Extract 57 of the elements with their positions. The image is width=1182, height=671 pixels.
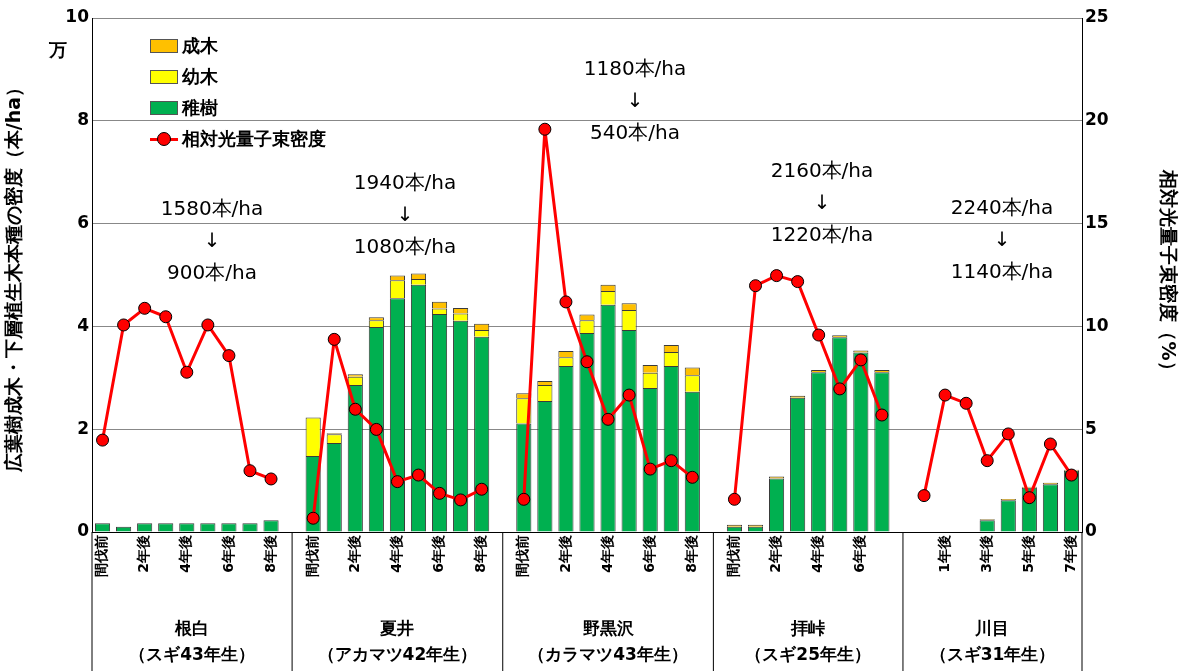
x-tick-label: 6年後 — [219, 535, 236, 573]
y-tick-label: 10 — [65, 6, 90, 27]
annotation: 1940本/ha ↓ 1080本/ha — [353, 170, 457, 259]
x-tick-label: 間伐前 — [514, 535, 531, 577]
text: 拝峠 — [790, 617, 826, 638]
annotation: 2240本/ha ↓ 1140本/ha — [950, 195, 1054, 284]
y2-tick-label: 25 — [1085, 6, 1109, 27]
annotation: 1180本/ha ↓ 540本/ha — [583, 56, 687, 145]
text: （アカマツ42年生） — [317, 643, 478, 664]
y2-axis-title: 相対光量子束密度（%） — [1157, 169, 1180, 380]
x-tick-label: 間伐前 — [725, 535, 742, 577]
x-tick-label: 4年後 — [809, 535, 826, 573]
text: 川目 — [974, 617, 1010, 638]
x-tick-label: 7年後 — [1062, 535, 1079, 573]
y-tick-label: 6 — [77, 212, 89, 233]
y-tick-label: 4 — [77, 314, 90, 335]
x-tick-label: 6年後 — [851, 535, 868, 573]
annotation: 2160本/ha ↓ 1220本/ha — [770, 158, 874, 247]
text: 野黒沢 — [582, 617, 635, 638]
text: 夏井 — [379, 617, 415, 638]
x-tick-label: 6年後 — [430, 535, 447, 573]
text: （カラマツ43年生） — [528, 643, 688, 664]
x-tick-label: 8年後 — [261, 535, 278, 573]
y2-tick-label: 0 — [1085, 520, 1097, 541]
x-tick-label: 1年後 — [935, 535, 952, 573]
y-axis-title: 広葉樹成木・下層植生木本種の密度（本/ha） — [2, 77, 25, 474]
text: 万 — [48, 38, 67, 60]
legend-label: 稚樹 — [182, 95, 218, 120]
text: （スギ25年生） — [745, 643, 872, 664]
x-tick-label: 2年後 — [556, 535, 573, 573]
text: 根白 — [174, 617, 210, 638]
x-tick-label: 4年後 — [177, 535, 194, 573]
text: （スギ31年生） — [929, 643, 1056, 664]
legend-label: 相対光量子束密度 — [182, 126, 326, 151]
legend-label: 幼木 — [182, 64, 218, 89]
x-tick-label: 3年後 — [977, 535, 994, 573]
x-tick-label: 8年後 — [682, 535, 699, 573]
x-tick-label: 4年後 — [388, 535, 405, 573]
y2-tick-label: 5 — [1085, 417, 1097, 438]
annotation: 1580本/ha ↓ 900本/ha — [160, 196, 264, 285]
x-tick-label: 間伐前 — [303, 535, 320, 577]
x-tick-label: 2年後 — [135, 535, 152, 573]
y-tick-label: 0 — [77, 520, 90, 541]
x-tick-label: 8年後 — [472, 535, 489, 573]
y2-tick-label: 10 — [1085, 314, 1109, 335]
x-tick-label: 2年後 — [345, 535, 362, 573]
x-tick-label: 2年後 — [767, 535, 784, 573]
x-tick-label: 間伐前 — [93, 535, 110, 577]
text: （スギ43年生） — [129, 643, 255, 664]
y-tick-label: 2 — [77, 417, 89, 438]
x-tick-label: 5年後 — [1019, 535, 1036, 573]
x-tick-label: 4年後 — [598, 535, 615, 573]
x-tick-label: 6年後 — [640, 535, 657, 573]
y-tick-label: 8 — [77, 109, 89, 130]
y2-tick-label: 15 — [1085, 212, 1109, 233]
legend-label: 成木 — [182, 33, 218, 58]
y2-tick-label: 20 — [1085, 109, 1109, 130]
